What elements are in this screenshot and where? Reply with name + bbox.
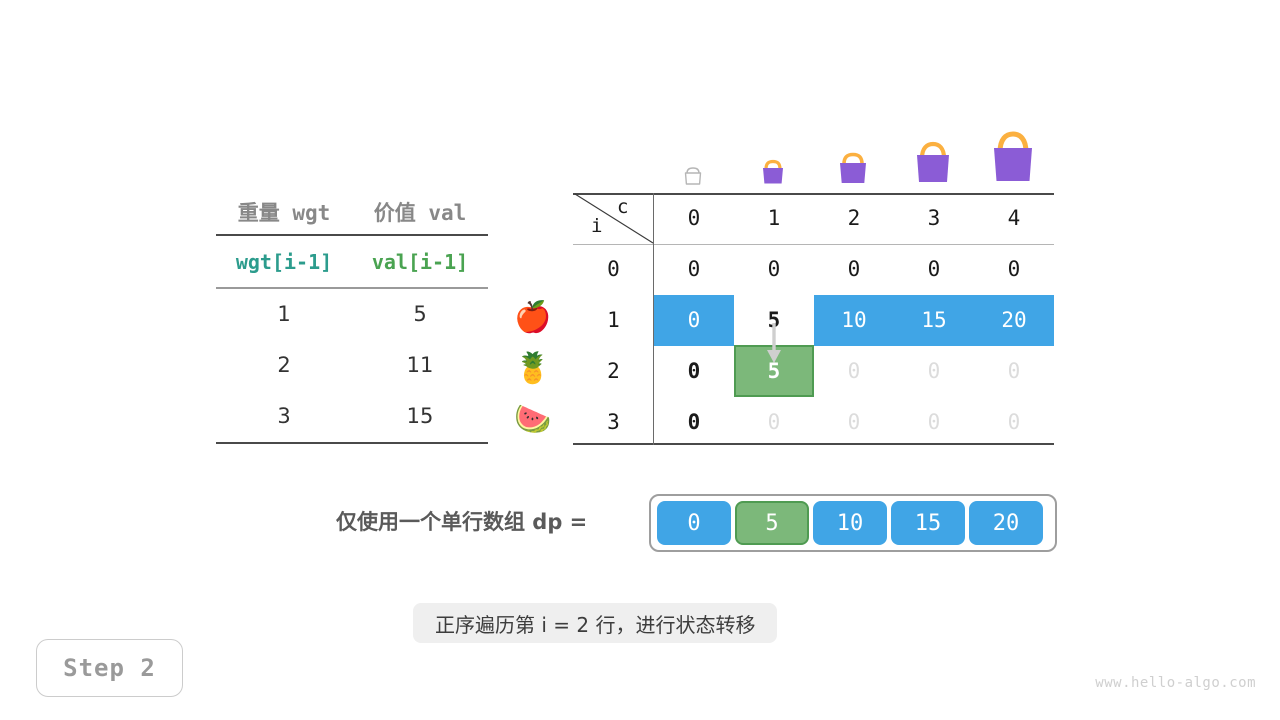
matrix-header-row: 0 1 2 3 4 — [573, 193, 1054, 244]
item-table-row: 1 5 — [216, 289, 488, 340]
dp-matrix-table: c i 0 1 2 3 4 0 0 0 0 0 0 1 0 5 10 15 20 — [573, 193, 1054, 445]
item-table-header-row: 重量 wgt 价值 val — [216, 190, 488, 234]
cell-0-2: 0 — [847, 257, 861, 281]
subheader-wgt-index: wgt[i-1] — [235, 249, 333, 274]
handbag-icon — [994, 131, 1032, 181]
dp-array-container: 0 5 10 15 20 — [649, 494, 1057, 552]
handbag-icon — [917, 141, 949, 182]
dp-cell-1: 5 — [735, 501, 809, 545]
matrix-rule-under-header — [573, 244, 1054, 246]
col-header-1: 1 — [767, 206, 781, 230]
dp-cell-2: 10 — [813, 501, 887, 545]
row-header-1: 1 — [607, 308, 620, 332]
cell-3-3: 0 — [927, 410, 941, 434]
cell-0-1: 0 — [767, 257, 781, 281]
item-table-row: 2 11 — [216, 340, 488, 391]
diagonal-divider-icon — [574, 193, 654, 244]
item-table-row: 3 15 — [216, 391, 488, 442]
cell-1-2: 10 — [841, 308, 867, 332]
row1-highlight-segment-left — [654, 295, 734, 346]
item-table-rule-bottom — [216, 441, 488, 444]
col-header-4: 4 — [1007, 206, 1021, 230]
cell-2-3: 0 — [927, 359, 941, 383]
bag-capacity-2 — [813, 148, 893, 186]
row-header-0: 0 — [607, 257, 620, 281]
matrix-row: 1 0 5 10 15 20 — [573, 295, 1054, 346]
cell-1-1: 5 — [767, 308, 781, 332]
matrix-row: 3 0 0 0 0 0 — [573, 397, 1054, 448]
subheader-val-index: val[i-1] — [371, 249, 469, 274]
watermelon-emoji: 🍉 — [514, 402, 552, 437]
col-header-2: 2 — [847, 206, 861, 230]
matrix-rule-bottom — [573, 443, 1054, 445]
matrix-index-column-divider — [653, 193, 655, 445]
cell-3-0: 0 — [687, 410, 701, 434]
bag-capacity-3 — [893, 138, 973, 186]
item-table-rule-top — [216, 234, 488, 236]
item-weight-1: 1 — [277, 302, 291, 326]
item-weight-2: 2 — [277, 353, 291, 377]
knapsack-capacity-icons — [653, 118, 1053, 186]
item-value-3: 15 — [406, 404, 434, 428]
step-caption: 正序遍历第 i = 2 行，进行状态转移 — [413, 603, 778, 643]
item-table-subheader-row: wgt[i-1] val[i-1] — [216, 236, 488, 287]
pineapple-emoji: 🍍 — [514, 351, 552, 386]
dp-cell-0: 0 — [657, 501, 731, 545]
cell-0-4: 0 — [1007, 257, 1021, 281]
cell-1-0: 0 — [687, 308, 701, 332]
matrix-corner-cell — [573, 193, 654, 244]
item-value-2: 11 — [406, 353, 434, 377]
header-value: 价值 val — [373, 201, 467, 225]
col-header-3: 3 — [927, 206, 941, 230]
item-weight-value-table: 重量 wgt 价值 val wgt[i-1] val[i-1] 1 5 2 11… — [216, 190, 488, 444]
handbag-icon — [763, 159, 783, 184]
cell-3-2: 0 — [847, 410, 861, 434]
matrix-row: 0 0 0 0 0 0 — [573, 244, 1054, 295]
matrix-row: 2 0 5 0 0 0 — [573, 346, 1054, 397]
row-header-3: 3 — [607, 410, 620, 434]
handbag-icon — [840, 152, 866, 183]
cell-3-1: 0 — [767, 410, 781, 434]
dp-cell-4: 20 — [969, 501, 1043, 545]
cell-3-4: 0 — [1007, 410, 1021, 434]
item-table-rule-mid — [216, 287, 488, 289]
state-transition-arrow-icon — [767, 323, 781, 363]
row-header-2: 2 — [607, 359, 620, 383]
col-header-0: 0 — [687, 206, 701, 230]
cell-2-2: 0 — [847, 359, 861, 383]
matrix-corner-col-label: c — [617, 196, 629, 218]
cell-1-4: 20 — [1001, 308, 1027, 332]
cell-2-1: 5 — [767, 359, 781, 383]
cell-2-0: 0 — [687, 359, 701, 383]
matrix-rule-top — [573, 193, 1054, 195]
cell-0-3: 0 — [927, 257, 941, 281]
matrix-corner-row-label: i — [591, 215, 603, 237]
cell-0-0: 0 — [687, 257, 701, 281]
dp-array-label: 仅使用一个单行数组 dp = — [336, 510, 588, 534]
row1-highlight-segment-right — [814, 295, 1054, 346]
cell-2-4: 0 — [1007, 359, 1021, 383]
bag-capacity-4 — [973, 128, 1053, 186]
bag-capacity-1 — [733, 155, 813, 186]
apple-emoji: 🍎 — [514, 300, 552, 335]
item-weight-3: 3 — [277, 404, 291, 428]
fruit-icon-column: 🍎 🍍 🍉 — [505, 292, 561, 445]
handbag-icon — [684, 167, 702, 185]
site-watermark: www.hello-algo.com — [1095, 675, 1256, 691]
step-badge: Step 2 — [36, 639, 183, 697]
bag-capacity-0 — [653, 164, 733, 186]
dp-cell-3: 15 — [891, 501, 965, 545]
header-weight: 重量 wgt — [237, 201, 331, 225]
item-value-1: 5 — [413, 302, 427, 326]
cell-1-3: 15 — [921, 308, 947, 332]
